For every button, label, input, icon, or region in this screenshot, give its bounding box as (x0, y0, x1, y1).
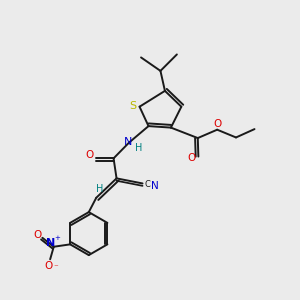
Text: N: N (151, 181, 159, 191)
Text: S: S (129, 101, 137, 111)
Text: C: C (144, 180, 150, 189)
Text: +: + (54, 235, 60, 241)
Text: N: N (46, 238, 55, 248)
Text: H: H (135, 143, 142, 153)
Text: O: O (214, 119, 222, 129)
Text: N: N (124, 137, 133, 147)
Text: O: O (188, 153, 196, 163)
Text: H: H (96, 184, 103, 194)
Text: O: O (85, 150, 94, 160)
Text: O: O (44, 261, 53, 271)
Text: ⁻: ⁻ (54, 263, 58, 272)
Text: O: O (33, 230, 41, 240)
